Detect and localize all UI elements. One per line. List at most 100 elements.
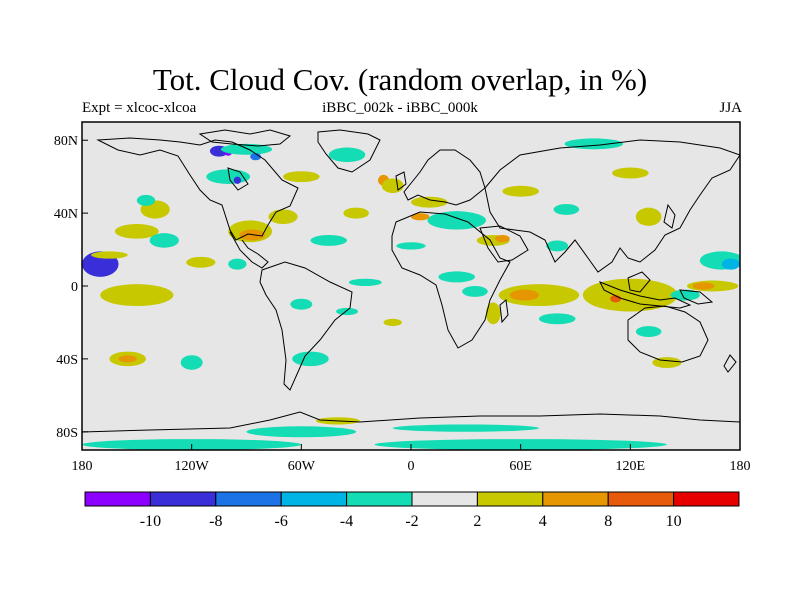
colorbar-swatch-7: [542, 491, 609, 507]
region-s-ocean-cyan: [392, 424, 539, 432]
season-label: JJA: [719, 100, 742, 116]
colorbar-swatch-2: [215, 491, 282, 507]
colorbar-label-4: -2: [405, 513, 418, 530]
x-tick-label: 120W: [175, 459, 210, 474]
colorbar-label-1: -8: [209, 513, 222, 530]
region-europe-yellow: [411, 196, 448, 208]
region-indian-ocean-yellow: [498, 284, 580, 307]
region-w-pacific-orange: [692, 282, 715, 290]
region-indian-ocean-orange: [509, 289, 539, 301]
coast-japan: [663, 203, 676, 229]
region-siberia-cyan: [564, 138, 624, 150]
colorbar-swatch-6: [476, 491, 544, 507]
coast-africa: [391, 211, 511, 349]
colorbar: -10 -8 -6 -4 -2 2 4 8 10: [84, 491, 740, 530]
region-greenland-cyan: [328, 147, 366, 163]
region-madagascar-yellow: [485, 302, 501, 325]
x-tick-label: 180: [72, 459, 93, 474]
region-pacific-cyan-1: [149, 233, 179, 248]
colorbar-swatch-8: [607, 491, 675, 507]
region-s-atlantic-cyan-1: [336, 307, 358, 316]
comparison-label: iBBC_002k - iBBC_000k: [322, 100, 478, 116]
colorbar-swatch-3: [280, 491, 348, 507]
coast-indonesia: [598, 281, 692, 309]
y-tick-label: 0: [71, 280, 78, 295]
region-s-pacific-orange: [118, 355, 137, 363]
x-tick-label: 60E: [509, 459, 532, 474]
region-africa-cyan-1: [438, 271, 475, 283]
y-tick-label: 80S: [56, 426, 78, 441]
region-pacific-cyan-2: [136, 194, 156, 206]
colorbar-label-8: 10: [666, 513, 682, 530]
region-atlantic-yellow-1: [343, 207, 369, 219]
region-arctic-cyan: [220, 143, 273, 155]
coast-asia: [484, 139, 740, 273]
region-s-america-cyan: [292, 351, 329, 367]
region-amazon-cyan: [290, 298, 313, 310]
colorbar-swatch-5: [411, 491, 478, 507]
region-sahara-cyan: [396, 242, 426, 250]
y-tick-label: 80N: [54, 134, 78, 149]
coast-new-guinea: [679, 289, 714, 305]
x-tick-label: 60W: [288, 459, 316, 474]
y-tick-label: 40N: [54, 207, 78, 222]
axis-ticks: 180 120W 60W 0 60E 120E 180 80N 40N 0 40S 80S: [54, 134, 751, 474]
region-asia-yellow-1: [502, 185, 539, 197]
colorbar-label-6: 4: [539, 513, 547, 530]
coast-british-isles: [395, 171, 407, 191]
colorbar-label-3: -4: [340, 513, 353, 530]
coastlines: [82, 129, 740, 433]
region-med-cyan: [427, 211, 486, 230]
region-australia-cyan: [635, 326, 662, 338]
region-indian-ocean-cyan: [538, 313, 576, 325]
map-title: Tot. Cloud Cov. (random overlap, in %): [152, 62, 648, 97]
region-pacific-yellow-1: [114, 224, 159, 239]
region-arabia-orange: [495, 234, 510, 243]
region-e-pacific-yellow: [100, 284, 174, 307]
x-tick-label: 180: [730, 459, 751, 474]
coast-arabia: [479, 225, 529, 263]
colorbar-label-2: -6: [275, 513, 288, 530]
region-trop-atlantic-cyan: [348, 278, 382, 286]
coast-south-america: [259, 261, 353, 391]
region-s-atlantic-yellow: [383, 318, 402, 327]
coast-australia: [627, 305, 709, 363]
colorbar-label-5: 2: [473, 513, 481, 530]
anomaly-regions: [82, 138, 740, 450]
coast-arctic-islands: [198, 129, 292, 147]
region-arctic-blue-2: [250, 152, 262, 161]
coast-hudson-bay: [227, 167, 249, 191]
region-siberia-yellow: [612, 167, 649, 179]
colorbar-swatch-9: [673, 491, 740, 507]
y-tick-label: 40S: [56, 353, 78, 368]
region-india-cyan: [546, 240, 569, 252]
region-antarctic-cyan-3: [246, 426, 357, 438]
region-africa-cyan-2: [462, 286, 488, 297]
coast-borneo: [627, 271, 651, 293]
region-hudson-blue: [233, 176, 242, 184]
region-maritime-yellow: [582, 278, 678, 312]
region-n-atlantic-yellow: [381, 178, 404, 194]
region-s-pacific-cyan: [180, 355, 203, 370]
x-tick-label: 0: [408, 459, 415, 474]
region-pacific-cyan-3: [228, 258, 247, 270]
colorbar-label-0: -10: [140, 513, 161, 530]
colorbar-swatch-0: [84, 491, 151, 507]
coast-north-america: [96, 137, 299, 241]
colorbar-swatch-4: [346, 491, 413, 507]
experiment-label: Expt = xlcoc-xlcoa: [82, 100, 197, 116]
region-atlantic-cyan-1: [310, 234, 348, 246]
region-w-pacific-blue: [721, 258, 740, 270]
region-e-asia-yellow: [635, 207, 662, 226]
region-canada-yellow: [283, 171, 320, 183]
colorbar-label-7: 8: [604, 513, 612, 530]
region-med-orange: [411, 213, 430, 221]
coast-greenland: [317, 129, 381, 173]
coast-central-america: [229, 231, 269, 269]
coast-antarctica: [82, 411, 740, 433]
region-n-pacific-yellow: [91, 251, 128, 259]
region-asia-cyan-1: [553, 204, 580, 215]
coast-new-zealand: [723, 354, 737, 373]
x-tick-label: 120E: [616, 459, 646, 474]
coast-europe: [403, 149, 486, 206]
